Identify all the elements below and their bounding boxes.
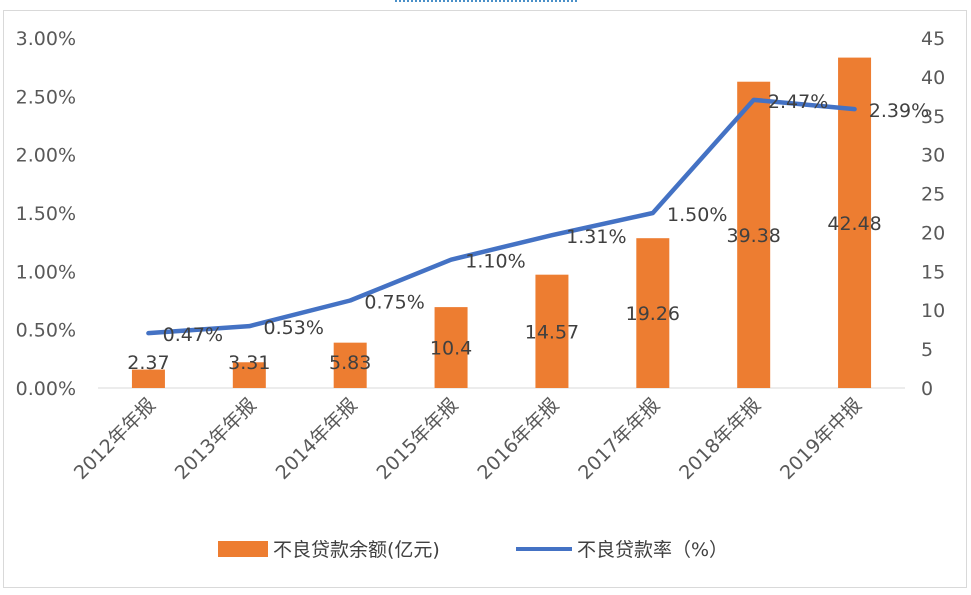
bar-value-label: 42.48 — [827, 213, 881, 235]
line-value-label: 2.39% — [869, 100, 929, 122]
right-axis-tick-label: 45 — [921, 28, 945, 50]
left-axis-tick-label: 0.00% — [16, 378, 76, 400]
data-labels: 2.37 3.31 5.83 10.4 14.57 19.26 39.38 42.48 0.47… — [127, 91, 929, 374]
right-axis-tick-label: 15 — [921, 261, 945, 283]
top-accent-line — [395, 0, 577, 4]
bar — [636, 238, 670, 388]
bar — [131, 369, 165, 388]
line-value-label: 2.47% — [768, 91, 828, 113]
line-path — [146, 97, 857, 336]
bar-value-label: 14.57 — [525, 321, 579, 343]
right-axis-tick-label: 30 — [921, 145, 945, 167]
category-label: 2018年年报 — [675, 394, 765, 484]
bar-value-label: 3.31 — [228, 352, 270, 374]
right-axis-tick-label: 40 — [921, 67, 945, 89]
legend-bar-label: 不良贷款余额(亿元) — [273, 539, 440, 561]
right-axis-tick-label: 35 — [921, 106, 945, 128]
bar-value-label: 2.37 — [127, 352, 169, 374]
bar — [737, 81, 771, 388]
left-axis-tick-label: 3.00% — [16, 28, 76, 50]
bar — [434, 307, 468, 388]
left-axis-tick-label: 2.50% — [16, 86, 76, 108]
line-value-label: 0.75% — [364, 292, 424, 314]
category-labels: 2012年年报 2013年年报 2014年年报 2015年年报 2016年年报 2017年… — [70, 394, 866, 484]
left-axis-tick-label: 2.00% — [16, 145, 76, 167]
bar-value-label: 5.83 — [329, 352, 371, 374]
left-axis-tick-label: 1.00% — [16, 261, 76, 283]
bar — [535, 274, 569, 388]
right-axis-tick-label: 5 — [921, 339, 933, 361]
bar-value-label: 19.26 — [626, 303, 680, 325]
legend-bar-swatch — [218, 541, 268, 557]
bar-value-label: 10.4 — [430, 338, 472, 360]
category-label: 2012年年报 — [70, 394, 160, 484]
category-label: 2019年中报 — [776, 394, 866, 484]
bar — [838, 57, 872, 388]
right-axis-tick-label: 0 — [921, 378, 933, 400]
left-axis-tick-label: 0.50% — [16, 320, 76, 342]
chart-frame — [3, 10, 967, 588]
category-label: 2013年年报 — [171, 394, 261, 484]
bar-series — [131, 57, 872, 388]
line-value-label: 1.50% — [667, 204, 727, 226]
category-label: 2017年年报 — [574, 394, 664, 484]
right-axis-tick-label: 25 — [921, 184, 945, 206]
bar — [333, 342, 367, 388]
category-label: 2014年年报 — [272, 394, 362, 484]
category-label: 2016年年报 — [473, 394, 563, 484]
line-series — [146, 97, 857, 336]
legend: 不良贷款余额(亿元) 不良贷款率（%） — [218, 539, 728, 561]
axes: 0.00% 0.50% 1.00% 1.50% 2.00% 2.50% 3.00% 0 5 10 1… — [16, 28, 946, 400]
legend-line-label: 不良贷款率（%） — [577, 539, 728, 561]
line-value-label: 1.31% — [566, 226, 626, 248]
bar — [232, 362, 266, 388]
line-value-label: 0.47% — [163, 324, 223, 346]
line-value-label: 1.10% — [465, 251, 525, 273]
line-value-label: 0.53% — [264, 317, 324, 339]
right-axis-tick-label: 10 — [921, 300, 945, 322]
category-label: 2015年年报 — [373, 394, 463, 484]
bar-value-label: 39.38 — [726, 225, 780, 247]
right-axis-tick-label: 20 — [921, 222, 945, 244]
left-axis-tick-label: 1.50% — [16, 203, 76, 225]
